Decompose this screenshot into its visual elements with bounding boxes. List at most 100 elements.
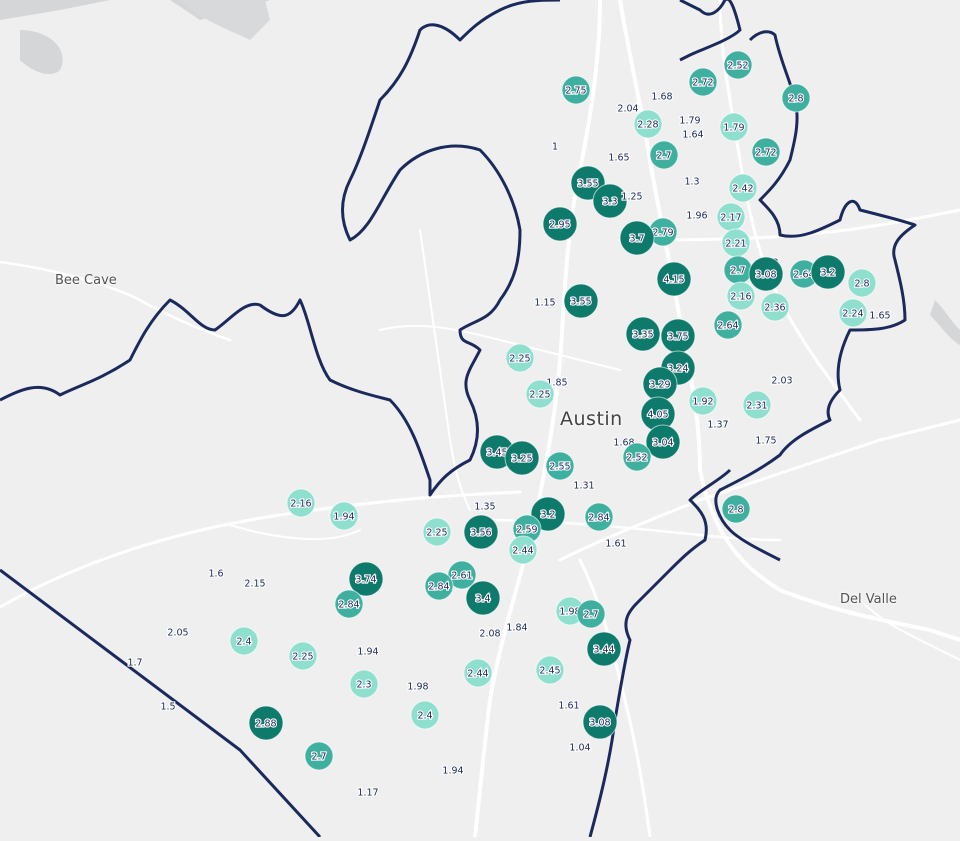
map-marker[interactable]: 1.94 <box>329 501 359 531</box>
map-marker[interactable]: 4.05 <box>640 396 676 432</box>
map-marker-circle[interactable] <box>781 83 811 113</box>
map-marker[interactable]: 3.55 <box>563 283 599 319</box>
map-marker-circle[interactable] <box>504 440 540 476</box>
map-marker-circle[interactable] <box>463 514 499 550</box>
map-marker-circle[interactable] <box>505 343 535 373</box>
map-marker[interactable]: 2.03 <box>770 374 793 387</box>
map-marker[interactable]: 3.29 <box>642 366 678 402</box>
map-marker[interactable]: 2.52 <box>622 442 652 472</box>
map-marker-circle[interactable] <box>286 488 316 518</box>
map-marker[interactable]: 3.56 <box>463 514 499 550</box>
map-marker[interactable]: 2.21 <box>721 228 751 258</box>
map-marker-circle[interactable] <box>751 137 781 167</box>
map-marker-circle[interactable] <box>288 641 318 671</box>
map-marker[interactable]: 2.05 <box>166 626 189 639</box>
map-marker[interactable]: 2.25 <box>505 343 535 373</box>
map-marker[interactable]: 3.3 <box>592 183 628 219</box>
map-marker[interactable]: 2.44 <box>508 535 538 565</box>
map-marker[interactable]: 2.95 <box>542 206 578 242</box>
map-marker[interactable]: 1.5 <box>159 700 176 713</box>
map-marker[interactable]: 1.79 <box>678 114 701 127</box>
map-marker[interactable]: 1.3 <box>683 175 700 188</box>
map-marker[interactable]: 2.42 <box>728 173 758 203</box>
map-marker[interactable]: 1.25 <box>620 190 643 203</box>
map-marker-circle[interactable] <box>576 599 606 629</box>
map-marker[interactable]: 1.94 <box>441 764 464 777</box>
map-marker[interactable]: 3.25 <box>504 440 540 476</box>
map-marker-circle[interactable] <box>582 704 618 740</box>
map-marker-circle[interactable] <box>584 502 614 532</box>
map-marker[interactable]: 2.44 <box>463 658 493 688</box>
map-marker[interactable]: 1.31 <box>572 479 595 492</box>
map-marker[interactable]: 2.55 <box>545 451 575 481</box>
map-marker-circle[interactable] <box>535 655 565 685</box>
map-marker[interactable]: 3.08 <box>582 704 618 740</box>
map-marker-circle[interactable] <box>619 220 655 256</box>
map-marker-circle[interactable] <box>688 386 718 416</box>
map-marker[interactable]: 2.7 <box>723 255 753 285</box>
map-marker[interactable]: 3.75 <box>660 318 696 354</box>
map-marker-circle[interactable] <box>633 109 663 139</box>
map-marker[interactable]: 2.24 <box>838 298 868 328</box>
map-marker[interactable]: 1.84 <box>505 621 528 634</box>
map-marker-circle[interactable] <box>713 310 743 340</box>
map-marker[interactable]: 2.28 <box>633 109 663 139</box>
map-marker[interactable]: 3.4 <box>465 580 501 616</box>
map-marker[interactable]: 2.08 <box>478 627 501 640</box>
map-marker[interactable]: 2.16 <box>726 281 756 311</box>
map-marker[interactable]: 3.44 <box>586 631 622 667</box>
map-marker[interactable]: 2.15 <box>243 577 266 590</box>
map-marker[interactable]: 1.61 <box>557 699 580 712</box>
map-marker-circle[interactable] <box>422 517 452 547</box>
map-marker[interactable]: 1.98 <box>406 680 429 693</box>
map-marker[interactable]: 2.72 <box>688 67 718 97</box>
map-marker[interactable]: 2.8 <box>721 494 751 524</box>
map-marker-circle[interactable] <box>586 631 622 667</box>
map-marker[interactable]: 2.52 <box>723 50 753 80</box>
map-marker-circle[interactable] <box>760 292 790 322</box>
map-marker[interactable]: 3.7 <box>619 220 655 256</box>
map-marker-circle[interactable] <box>334 589 364 619</box>
map-marker[interactable]: 2.84 <box>334 589 364 619</box>
map-marker-circle[interactable] <box>728 173 758 203</box>
map-marker[interactable]: 2.8 <box>847 268 877 298</box>
map-marker-circle[interactable] <box>410 700 440 730</box>
map-marker-circle[interactable] <box>742 390 772 420</box>
map-marker-circle[interactable] <box>726 281 756 311</box>
map-marker[interactable]: 2.17 <box>716 202 746 232</box>
map-marker-circle[interactable] <box>248 705 284 741</box>
map-marker[interactable]: 2.75 <box>561 75 591 105</box>
map-marker[interactable]: 2.04 <box>616 102 639 115</box>
map-marker[interactable]: 2.64 <box>713 310 743 340</box>
map-marker-circle[interactable] <box>838 298 868 328</box>
map-marker[interactable]: 2.4 <box>410 700 440 730</box>
map-marker-circle[interactable] <box>810 254 846 290</box>
map-marker[interactable]: 1.79 <box>719 112 749 142</box>
map-marker-circle[interactable] <box>592 183 628 219</box>
map-marker[interactable]: 1.15 <box>533 296 556 309</box>
map-marker[interactable]: 3.2 <box>810 254 846 290</box>
map-marker[interactable]: 1.61 <box>604 537 627 550</box>
map-marker[interactable]: 2.84 <box>424 571 454 601</box>
map-marker-circle[interactable] <box>622 442 652 472</box>
map-marker[interactable]: 1.6 <box>207 567 224 580</box>
map-marker[interactable]: 2.61 <box>447 560 477 590</box>
map-marker[interactable]: 2.16 <box>286 488 316 518</box>
map-marker[interactable]: 3.08 <box>748 256 784 292</box>
map-marker[interactable]: 2.88 <box>248 705 284 741</box>
map-marker[interactable]: 1.92 <box>688 386 718 416</box>
map-marker[interactable]: 1.94 <box>356 645 379 658</box>
map-marker-circle[interactable] <box>545 451 575 481</box>
map-marker-circle[interactable] <box>465 580 501 616</box>
map-marker-circle[interactable] <box>348 561 384 597</box>
map-marker[interactable]: 2.3 <box>349 669 379 699</box>
map-marker[interactable]: 1.65 <box>868 309 891 322</box>
map-marker-circle[interactable] <box>229 626 259 656</box>
map-marker[interactable]: 1.68 <box>650 90 673 103</box>
map-marker[interactable]: 2.36 <box>760 292 790 322</box>
map-marker[interactable]: 2.4 <box>229 626 259 656</box>
map-marker[interactable]: 1.17 <box>356 786 379 799</box>
map-marker[interactable]: 3.74 <box>348 561 384 597</box>
